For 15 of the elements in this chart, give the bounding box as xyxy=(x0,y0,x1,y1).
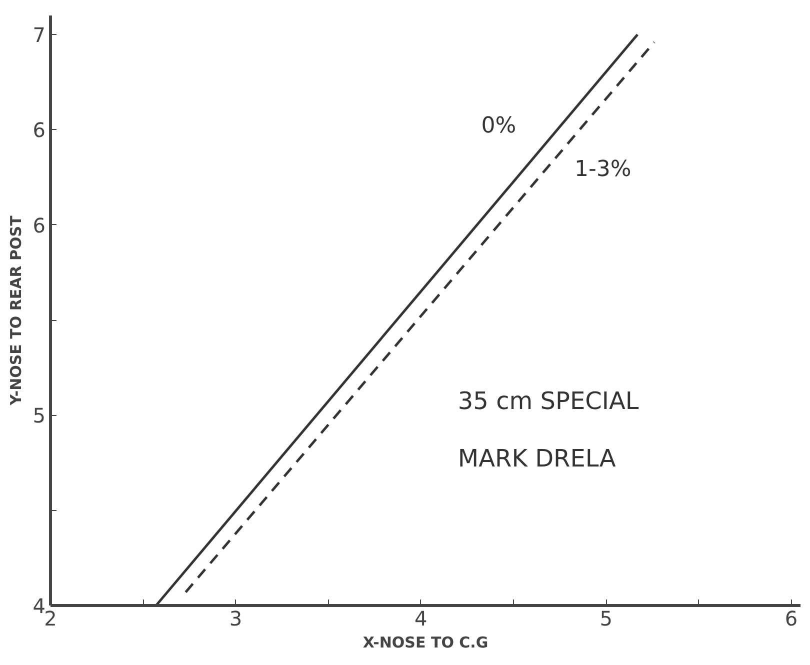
x-tick-label: 4 xyxy=(414,606,428,630)
y-tick-label: 7 xyxy=(32,23,46,48)
x-tick-label: 2 xyxy=(44,606,57,630)
y-tick-label: 6 xyxy=(32,213,46,238)
y-axis-title: Y-NOSE TO REAR POST xyxy=(6,214,25,406)
x-tick-label: 6 xyxy=(784,606,798,630)
series-label: 1-3% xyxy=(574,157,632,182)
series-label: 0% xyxy=(481,114,516,139)
x-tick-label: 5 xyxy=(600,606,612,630)
y-tick-label: 5 xyxy=(32,404,46,428)
annotation: MARK DRELA xyxy=(458,444,616,472)
y-tick-label: 6 xyxy=(32,118,46,142)
x-tick-label: 3 xyxy=(229,606,242,630)
annotation: 35 cm SPECIAL xyxy=(458,387,640,416)
x-axis-title: X-NOSE TO C.G xyxy=(362,634,488,652)
